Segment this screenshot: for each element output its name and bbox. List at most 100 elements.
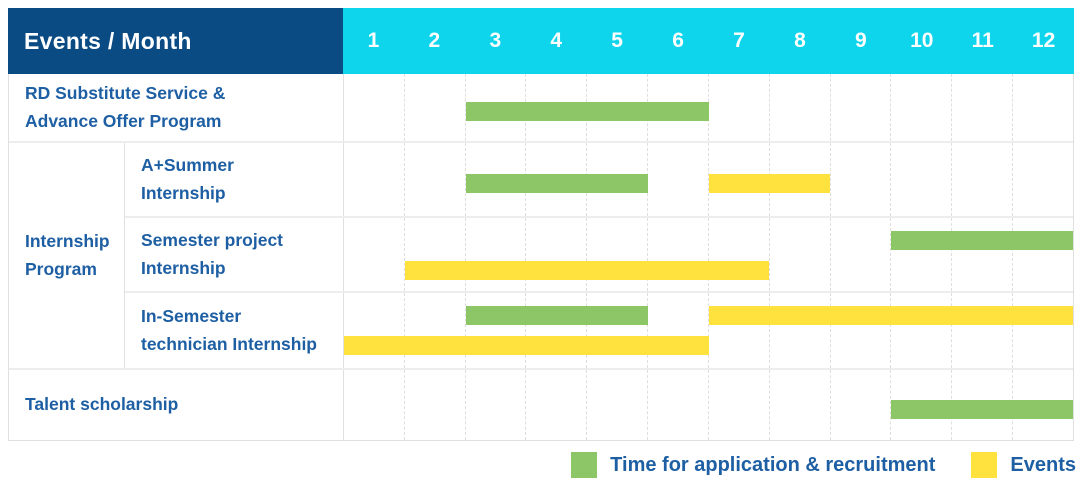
month-column — [952, 218, 1014, 291]
row-label-rd-substitute: RD Substitute Service & Advance Offer Pr… — [9, 74, 343, 141]
month-column — [344, 143, 405, 216]
month-column — [770, 218, 831, 291]
month-column — [648, 218, 709, 291]
month-column — [952, 74, 1014, 141]
gantt-grid-row — [343, 218, 1073, 291]
row-in-semester-technician-internship: In-Semester technician Internship — [125, 291, 1073, 368]
month-column — [344, 74, 405, 141]
month-column — [891, 293, 953, 368]
month-column — [891, 218, 953, 291]
gantt-grid-row — [343, 293, 1073, 368]
header-title-cell: Events / Month — [8, 8, 343, 74]
month-gridlines — [344, 293, 1073, 368]
month-header-cell: 5 — [611, 29, 623, 52]
gantt-grid-row — [343, 370, 1073, 440]
month-header-cell: 4 — [550, 29, 563, 52]
month-column — [1013, 143, 1073, 216]
row-label-line: technician Internship — [141, 333, 317, 354]
month-column — [344, 370, 405, 440]
month-column — [405, 370, 466, 440]
month-column — [831, 74, 892, 141]
row-talent-scholarship: Talent scholarship — [9, 368, 1073, 440]
row-label-line: A+Summer — [141, 154, 234, 175]
month-header-cell: 12 — [1031, 29, 1056, 52]
month-header-cell: 2 — [428, 29, 441, 52]
month-column — [405, 74, 466, 141]
month-column — [405, 293, 466, 368]
month-column — [770, 74, 831, 141]
month-column — [405, 218, 466, 291]
table-body: RD Substitute Service & Advance Offer Pr… — [8, 74, 1074, 441]
row-semester-project-internship: Semester project Internship — [125, 216, 1073, 291]
row-a-summer-internship: A+Summer Internship — [125, 143, 1073, 216]
row-label-talent-scholarship: Talent scholarship — [9, 370, 343, 440]
legend-item-events: Events — [971, 452, 1076, 478]
gantt-bar-application — [465, 102, 709, 121]
legend-item-application: Time for application & recruitment — [571, 452, 935, 478]
month-column — [831, 143, 892, 216]
legend-label-application: Time for application & recruitment — [610, 453, 936, 476]
gantt-bar-application — [890, 400, 1073, 419]
row-label-in-semester: In-Semester technician Internship — [125, 293, 343, 368]
month-column — [526, 293, 588, 368]
month-column — [1013, 74, 1073, 141]
gantt-bar-application — [890, 231, 1073, 250]
row-label-line: Talent scholarship — [25, 394, 179, 415]
row-label-line: Advance Offer Program — [25, 110, 222, 131]
month-header-row: 1 2 3 4 5 6 7 8 9 10 11 12 — [343, 8, 1074, 74]
month-column — [648, 370, 709, 440]
month-column — [587, 293, 649, 368]
gantt-bar-application — [465, 306, 648, 325]
legend-label-events: Events — [1010, 453, 1076, 476]
legend: Time for application & recruitment Event… — [571, 452, 1076, 478]
row-label-semester-project: Semester project Internship — [125, 218, 343, 291]
month-gridlines — [344, 218, 1073, 291]
month-column — [952, 293, 1014, 368]
month-column — [709, 293, 770, 368]
legend-swatch-application-icon — [571, 452, 598, 478]
events-month-table: Events / Month 1 2 3 4 5 6 7 8 9 10 11 12 RD Substi… — [8, 8, 1074, 441]
row-label-a-summer: A+Summer Internship — [125, 143, 343, 216]
month-column — [891, 74, 953, 141]
table-title: Events / Month — [24, 27, 192, 54]
table-header-row: Events / Month 1 2 3 4 5 6 7 8 9 10 11 12 — [8, 8, 1074, 74]
gantt-bar-application — [465, 174, 648, 193]
month-column — [526, 370, 588, 440]
legend-swatch-events-icon — [971, 452, 998, 478]
month-header-cell: 9 — [854, 29, 867, 52]
month-column — [587, 370, 649, 440]
row-label-line: In-Semester — [141, 305, 242, 326]
group-label-line: Program — [25, 258, 97, 279]
month-column — [344, 293, 405, 368]
row-label-line: Internship — [141, 182, 226, 203]
month-column — [831, 293, 892, 368]
month-header-cell: 10 — [910, 29, 934, 52]
row-label-line: RD Substitute Service & — [25, 82, 226, 103]
month-column — [770, 143, 831, 216]
gantt-bar-event — [404, 261, 770, 280]
month-column — [770, 370, 831, 440]
month-header-cell: 8 — [794, 29, 806, 52]
month-gridlines — [344, 74, 1073, 141]
month-header-cell: 7 — [733, 29, 745, 52]
gantt-bar-event — [708, 174, 830, 193]
month-column — [466, 293, 527, 368]
month-column — [891, 143, 953, 216]
month-column — [709, 218, 770, 291]
month-column — [405, 143, 466, 216]
month-column — [709, 370, 770, 440]
month-column — [952, 143, 1014, 216]
month-column — [770, 293, 831, 368]
month-column — [466, 218, 527, 291]
month-column — [587, 218, 649, 291]
gantt-grid-row — [343, 143, 1073, 216]
gantt-grid-row — [343, 74, 1073, 141]
month-column — [831, 370, 892, 440]
month-column — [831, 218, 892, 291]
month-header-cell: 3 — [489, 29, 502, 52]
row-group-internship-program: Internship Program A+Summer Internship S… — [9, 141, 1073, 368]
month-column — [648, 293, 709, 368]
internship-subrows: A+Summer Internship Semester project Int… — [125, 143, 1073, 368]
month-header-cell: 6 — [672, 29, 684, 52]
gantt-bar-event — [708, 306, 1073, 325]
